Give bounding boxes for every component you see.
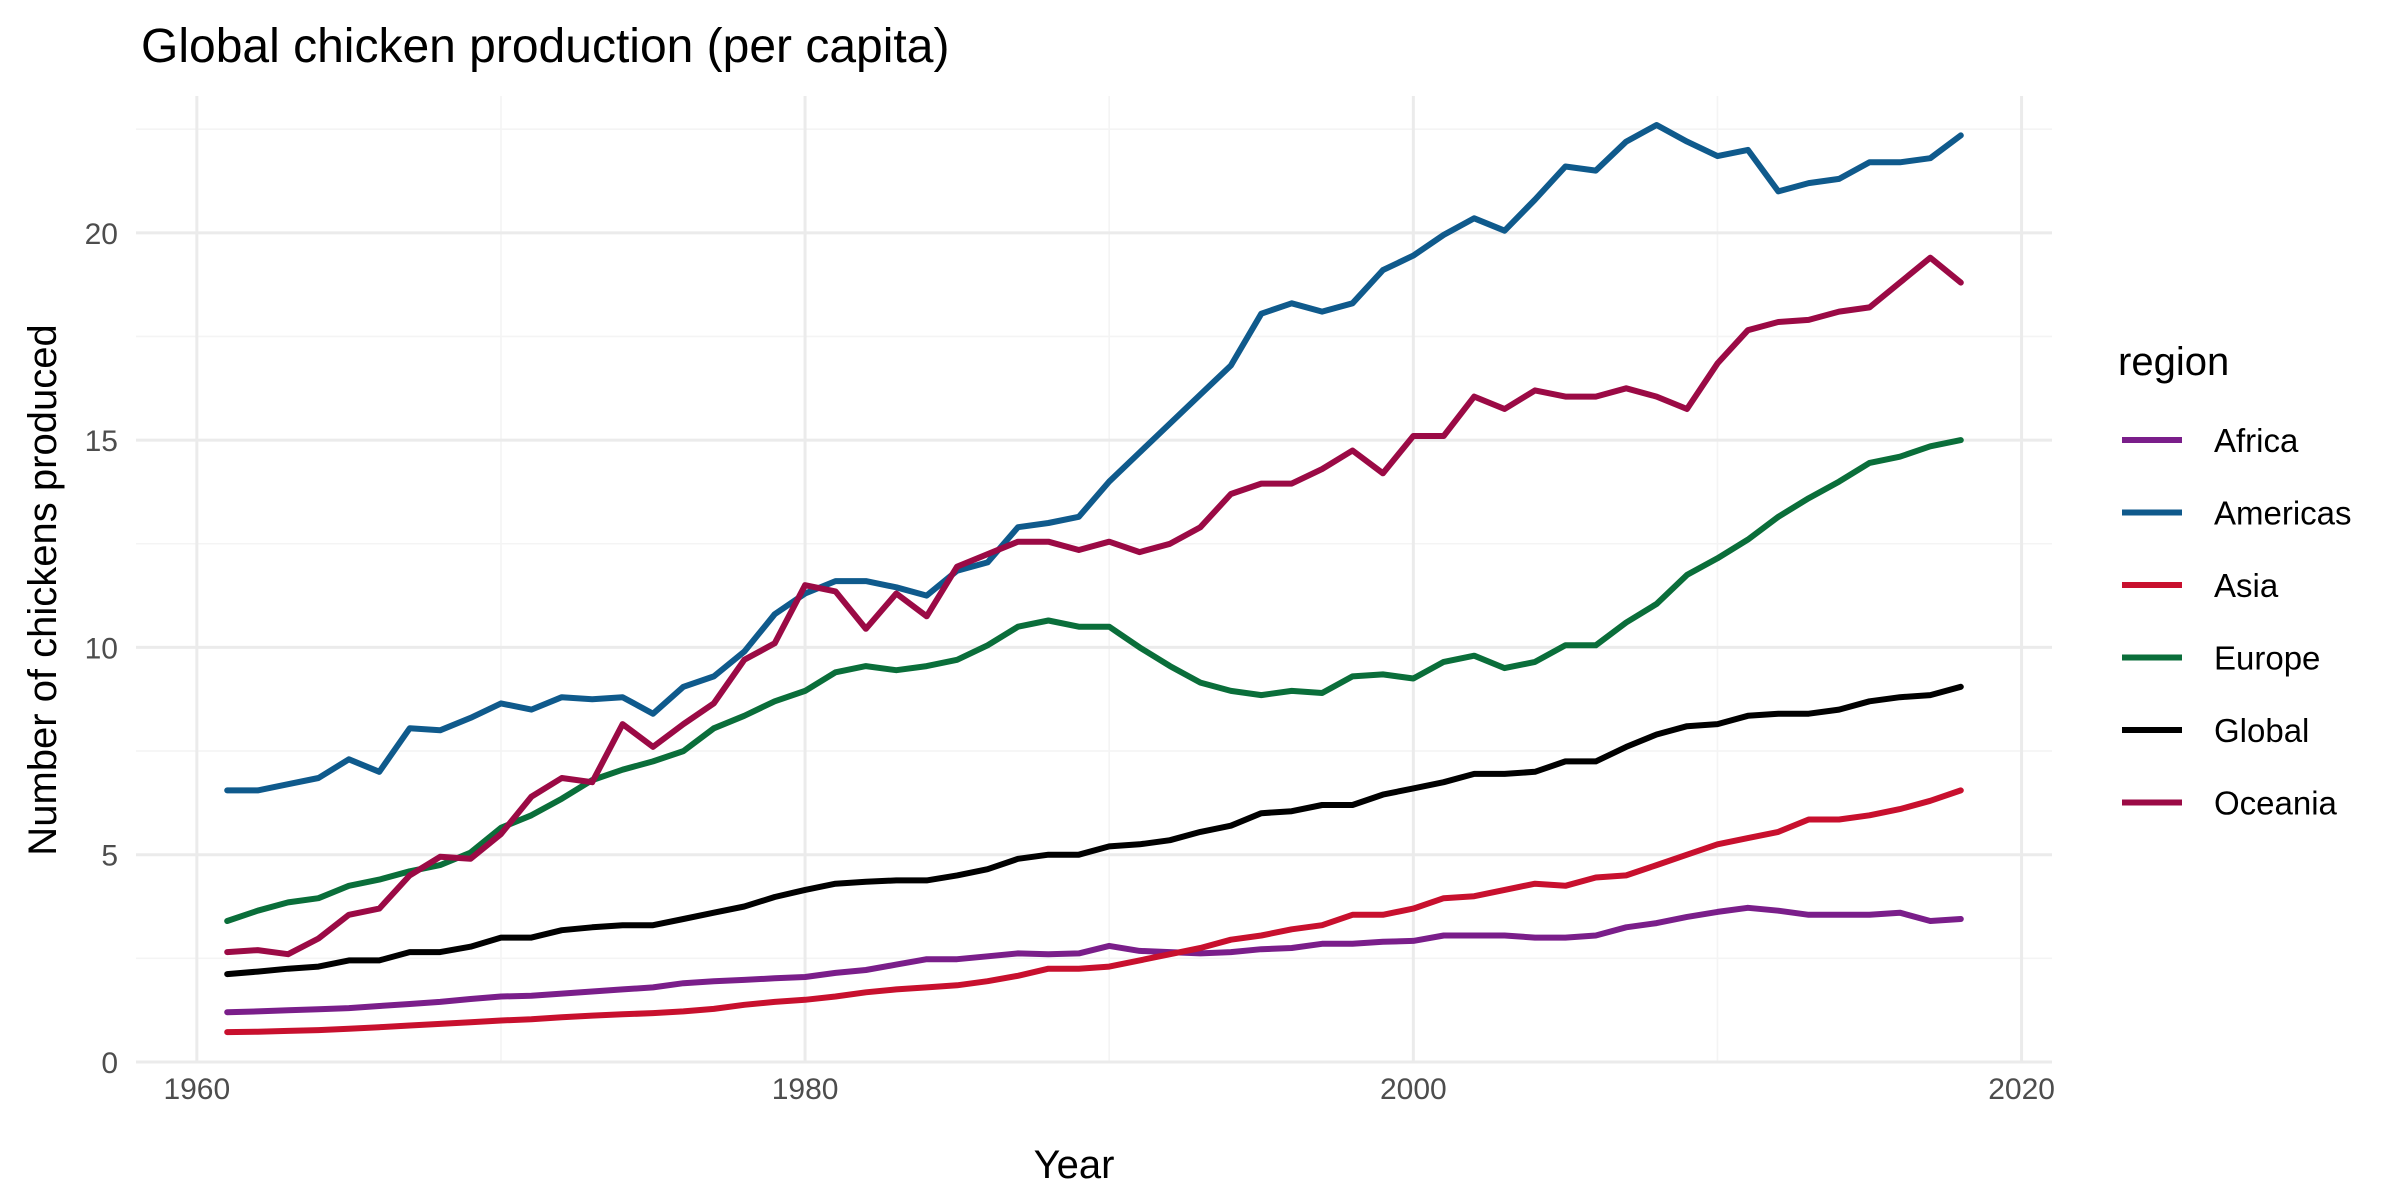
chart-title: Global chicken production (per capita) (141, 20, 949, 73)
y-tick-label: 0 (101, 1047, 118, 1080)
series-line-oceania (224, 254, 1964, 958)
y-axis-title: Number of chickens produced (21, 324, 65, 855)
series-line-asia (224, 787, 1964, 1036)
legend-title: region (2118, 340, 2229, 384)
x-axis-title: Year (1034, 1143, 1115, 1187)
legend-label-asia: Asia (2214, 567, 2279, 604)
y-axis-ticks: 0 5 10 15 20 (85, 218, 118, 1080)
series-line-global (224, 683, 1964, 978)
x-tick-label: 2020 (1988, 1073, 2055, 1106)
legend-label-oceania: Oceania (2214, 785, 2338, 822)
legend-label-europe: Europe (2214, 640, 2320, 677)
grid-lines (136, 96, 2052, 1064)
y-tick-label: 20 (85, 218, 118, 251)
series-line-europe (224, 437, 1964, 924)
x-tick-label: 1980 (772, 1073, 839, 1106)
legend-label-americas: Americas (2214, 495, 2352, 532)
series-line-americas (224, 122, 1964, 794)
y-tick-label: 15 (85, 425, 118, 458)
legend-label-global: Global (2214, 712, 2309, 749)
series-line-africa (224, 904, 1964, 1016)
x-axis-ticks: 1960 1980 2000 2020 (163, 1073, 2055, 1106)
y-tick-label: 10 (85, 632, 118, 665)
y-tick-label: 5 (101, 840, 118, 873)
x-tick-label: 2000 (1380, 1073, 1447, 1106)
series-lines (224, 122, 1964, 1036)
legend: region Africa Americas Asia Europe Global Oce… (2118, 340, 2352, 822)
legend-label-africa: Africa (2214, 422, 2299, 459)
x-tick-label: 1960 (163, 1073, 230, 1106)
